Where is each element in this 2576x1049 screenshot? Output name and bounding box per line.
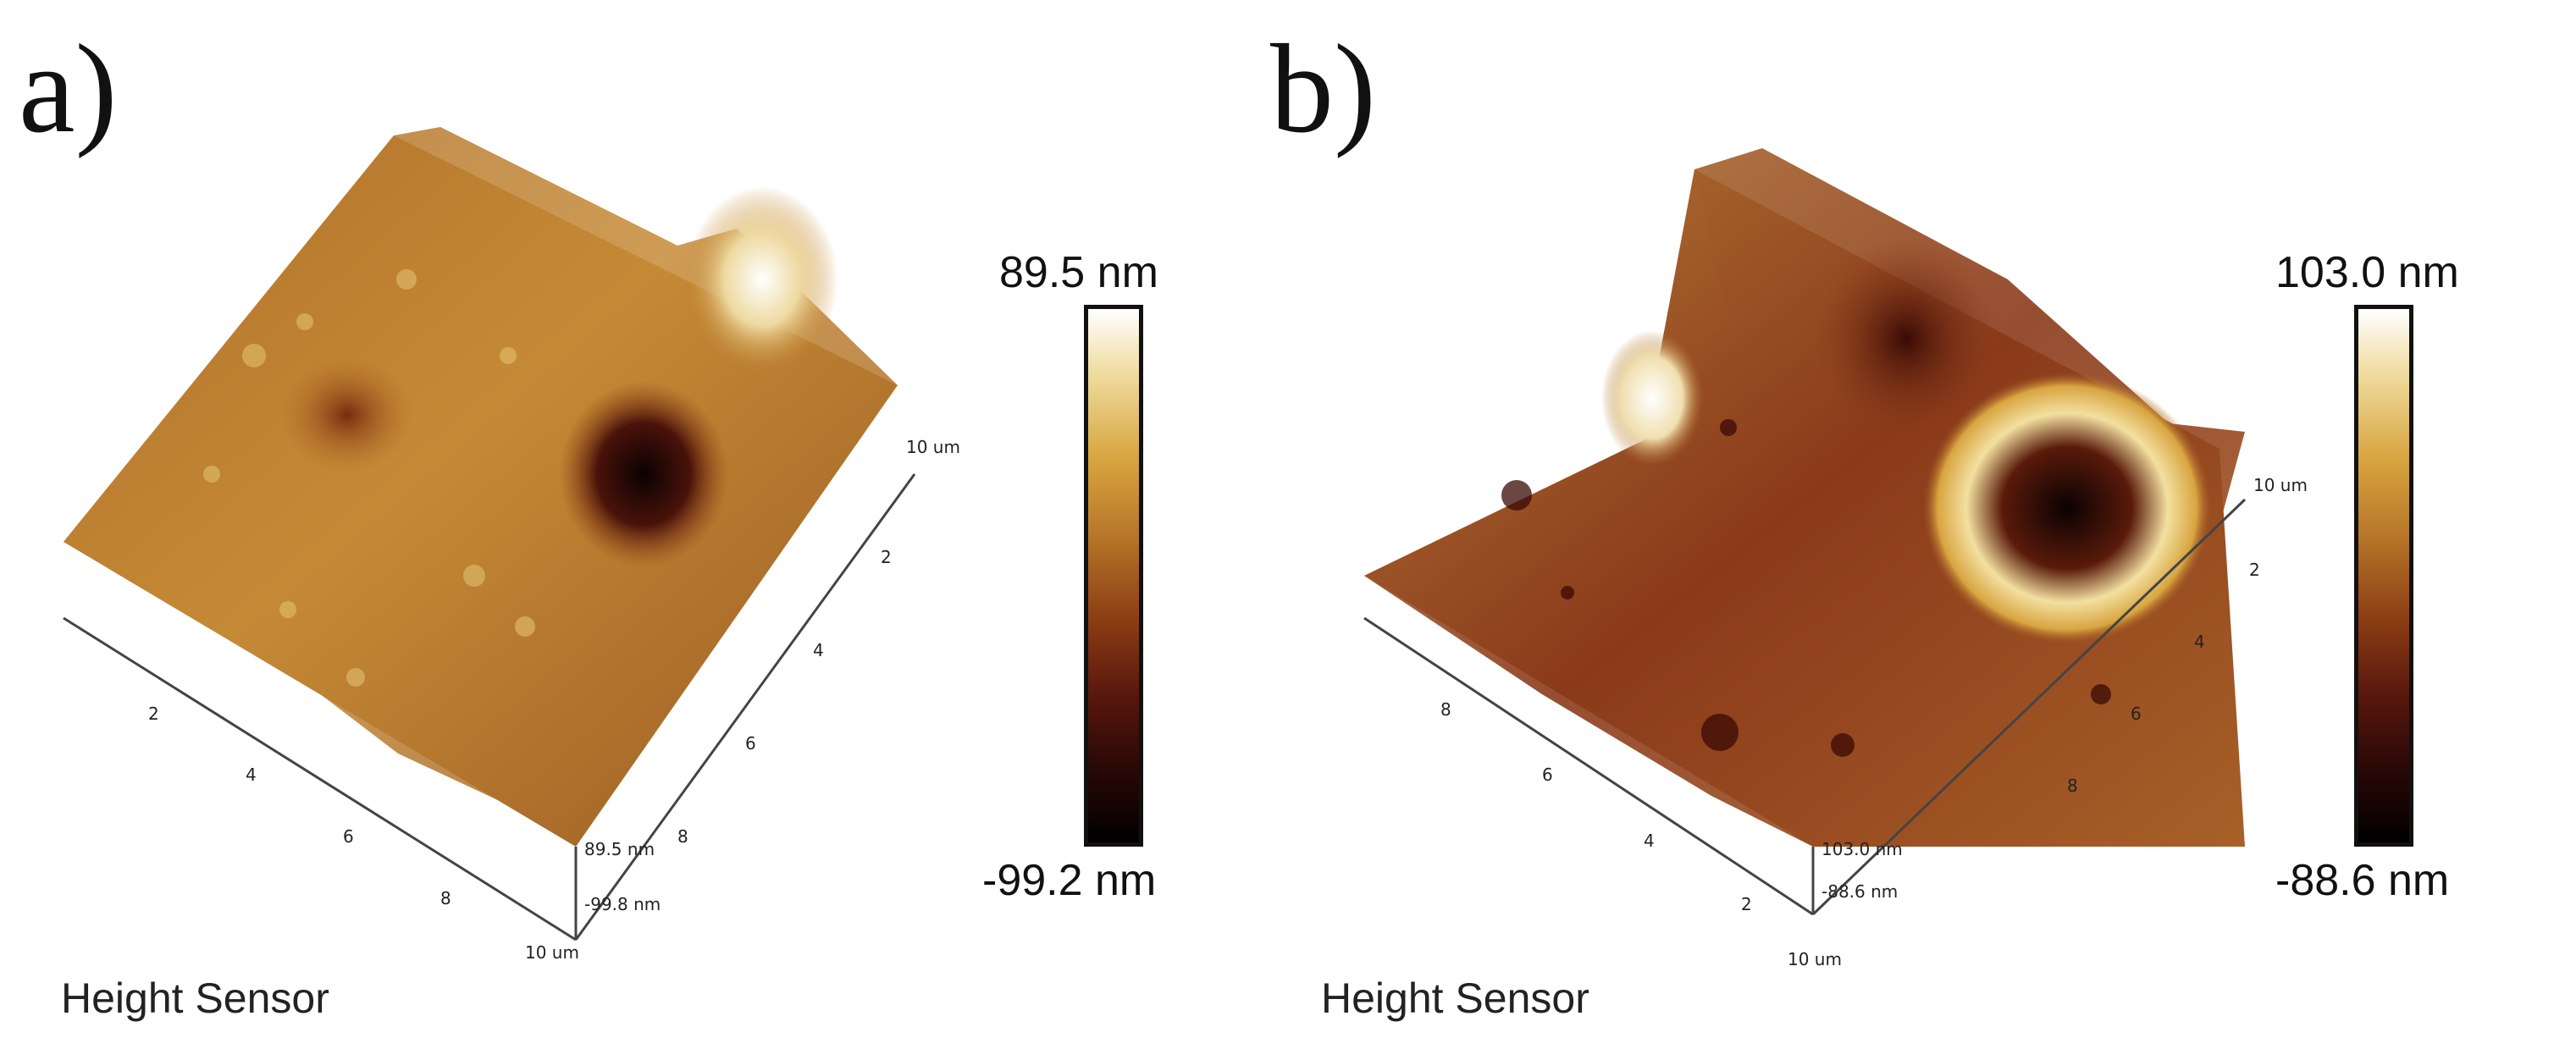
- axis-tick: 8: [440, 888, 451, 908]
- height-tick: 89.5 nm: [584, 839, 655, 859]
- afm-surface-b: 8 6 4 2 10 um 2 4 6 8 10 um 103.0 nm -88…: [1363, 148, 2308, 969]
- axis-tick: 4: [246, 765, 257, 785]
- axis-tick: 8: [1440, 699, 1451, 720]
- axis-tick: 4: [2194, 632, 2205, 652]
- afm-surface-a: 2 4 6 8 10 um 2 4 6 8 10 um 89.5 nm -99.…: [63, 127, 960, 963]
- axis-tick: 2: [1741, 894, 1752, 914]
- afm-panel-b: 8 6 4 2 10 um 2 4 6 8 10 um 103.0 nm -88…: [1270, 0, 2576, 1049]
- axis-tick: 10 um: [2253, 475, 2308, 495]
- axis-tick: 8: [677, 826, 688, 847]
- sensor-label: Height Sensor: [61, 974, 329, 1022]
- axis-tick: 10 um: [1788, 949, 1842, 969]
- colorbar: [2354, 305, 2413, 847]
- afm-panel-a: 2 4 6 8 10 um 2 4 6 8 10 um 89.5 nm -99.…: [19, 19, 1158, 1022]
- sensor-label: Height Sensor: [1321, 974, 1589, 1022]
- axis-tick: 6: [745, 733, 756, 754]
- height-tick: -88.6 nm: [1821, 881, 1898, 902]
- axis-tick: 2: [148, 704, 159, 724]
- axis-tick: 6: [2131, 704, 2142, 724]
- colorbar: [1084, 305, 1143, 847]
- axis-tick: 10 um: [906, 437, 960, 457]
- colorbar-max: 89.5 nm: [999, 248, 1158, 297]
- panel-label: b): [1270, 19, 1376, 159]
- colorbar-min: -99.2 nm: [982, 856, 1157, 905]
- axis-tick: 6: [343, 826, 354, 847]
- height-tick: -99.8 nm: [584, 894, 661, 914]
- axis-tick: 4: [1644, 831, 1655, 851]
- colorbar-min: -88.6 nm: [2275, 856, 2450, 905]
- axis-tick: 6: [1542, 765, 1553, 785]
- axis-tick: 8: [2067, 776, 2078, 796]
- panel-label: a): [19, 19, 118, 159]
- axis-tick: 2: [2249, 560, 2260, 580]
- axis-tick: 4: [813, 640, 824, 660]
- colorbar-max: 103.0 nm: [2275, 248, 2459, 297]
- axis-tick: 10 um: [525, 942, 579, 963]
- height-tick: 103.0 nm: [1821, 839, 1903, 859]
- axis-tick: 2: [881, 547, 892, 567]
